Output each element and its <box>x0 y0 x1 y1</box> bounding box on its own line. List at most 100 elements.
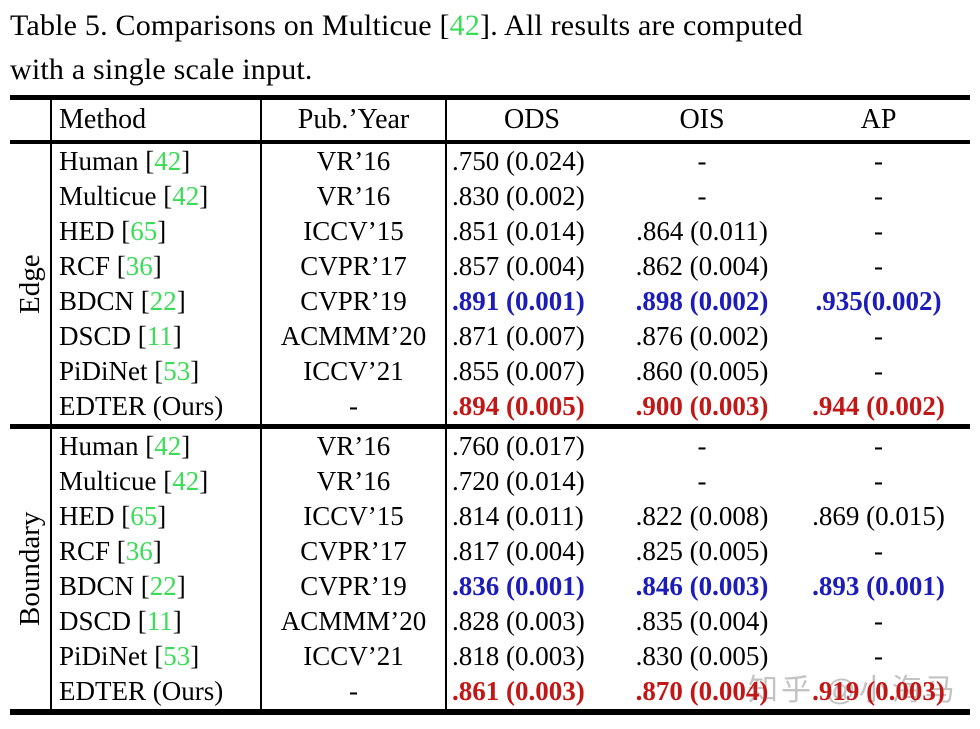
ois-cell: .876 (0.002) <box>635 321 769 351</box>
method-name: PiDiNet <box>59 641 148 671</box>
table-row: DSCD [11] ACMMM’20.871 (0.007) .876 (0.002… <box>50 319 970 354</box>
table-row: RCF [36] CVPR’17.817 (0.004) .825 (0.005) - <box>50 534 970 569</box>
method-name: Human <box>59 431 139 461</box>
method-cell: EDTER (Ours) <box>50 389 260 424</box>
citation-bracket-close: ] <box>157 501 167 531</box>
citation-bracket-close: ] <box>157 216 167 246</box>
results-table: Method Pub.’Year ODS OIS AP Edge Human [… <box>10 95 970 715</box>
pub-cell: ICCV’15 <box>260 214 445 249</box>
citation-bracket-open: [ <box>110 251 126 281</box>
header-rule <box>10 140 970 144</box>
table-row: Multicue [42] VR’16.720 (0.014) - - <box>50 464 970 499</box>
method-name: DSCD <box>59 321 132 351</box>
citation-bracket-open: [ <box>114 501 131 531</box>
method-cell: Human [42] <box>50 429 260 464</box>
ois-cell: .846 (0.003) <box>635 571 769 601</box>
header-ods: ODS <box>445 100 617 140</box>
method-cell: HED [65] <box>50 499 260 534</box>
table-row: BDCN [22] CVPR’19.836 (0.001) .846 (0.003)… <box>50 569 970 604</box>
ap-cell: - <box>874 606 883 636</box>
ods-cell: .851 (0.014) <box>445 214 617 249</box>
citation-number: 42 <box>172 466 200 496</box>
method-name: EDTER (Ours) <box>59 676 224 706</box>
header-pub-year: Pub.’Year <box>260 100 445 140</box>
pub-cell: - <box>260 389 445 424</box>
method-cell: BDCN [22] <box>50 569 260 604</box>
method-name: Multicue <box>59 181 157 211</box>
citation-bracket-close: ] <box>199 466 209 496</box>
citation-bracket-open: [ <box>131 321 147 351</box>
ods-cell: .855 (0.007) <box>445 354 617 389</box>
table-row: HED [65] ICCV’15.814 (0.011) .822 (0.008).… <box>50 499 970 534</box>
ois-cell: .898 (0.002) <box>635 286 769 316</box>
pub-cell: ACMMM’20 <box>260 319 445 354</box>
table-caption: Table 5. Comparisons on Multicue [42]. A… <box>10 4 972 92</box>
ods-cell: .836 (0.001) <box>445 569 617 604</box>
ods-cell: .817 (0.004) <box>445 534 617 569</box>
method-name: PiDiNet <box>59 356 148 386</box>
citation-number: 65 <box>130 216 158 246</box>
citation-number: 11 <box>146 321 173 351</box>
table-row: PiDiNet [53] ICCV’21.818 (0.003) .830 (0.0… <box>50 639 970 674</box>
bottom-rule <box>10 709 970 715</box>
pub-cell: VR’16 <box>260 179 445 214</box>
header-ap: AP <box>860 104 897 135</box>
ap-cell: .869 (0.015) <box>812 501 945 531</box>
ap-cell: - <box>874 356 883 386</box>
caption-citation: 42 <box>449 9 481 42</box>
ois-cell: - <box>697 431 707 461</box>
ods-cell: .750 (0.024) <box>445 144 617 179</box>
ods-cell: .830 (0.002) <box>445 179 617 214</box>
citation-number: 53 <box>163 641 191 671</box>
table-row: PiDiNet [53] ICCV’21.855 (0.007) .860 (0.0… <box>50 354 970 389</box>
citation-number: 22 <box>149 571 177 601</box>
pub-cell: ACMMM’20 <box>260 604 445 639</box>
ods-cell: .894 (0.005) <box>445 389 617 424</box>
ois-cell: .835 (0.004) <box>635 606 769 636</box>
table-row: BDCN [22] CVPR’19.891 (0.001) .898 (0.002)… <box>50 284 970 319</box>
ois-cell: - <box>697 146 707 176</box>
citation-bracket-close: ] <box>181 146 191 176</box>
pub-cell: ICCV’21 <box>260 354 445 389</box>
method-name: BDCN <box>59 286 135 316</box>
citation-number: 22 <box>149 286 177 316</box>
method-cell: EDTER (Ours) <box>50 674 260 709</box>
citation-bracket-open: [ <box>138 146 155 176</box>
method-cell: RCF [36] <box>50 534 260 569</box>
header-ois: OIS <box>679 104 725 135</box>
method-cell: DSCD [11] <box>50 604 260 639</box>
ap-cell: - <box>874 251 883 281</box>
citation-bracket-open: [ <box>138 431 155 461</box>
method-name: RCF <box>59 251 111 281</box>
ap-cell: - <box>874 146 883 176</box>
citation-number: 36 <box>125 536 153 566</box>
method-cell: DSCD [11] <box>50 319 260 354</box>
ods-cell: .814 (0.011) <box>445 499 617 534</box>
edge-rows: Human [42] VR’16.750 (0.024) - - Multicue [4… <box>50 144 970 424</box>
section-label-edge: Edge <box>14 254 46 314</box>
citation-bracket-open: [ <box>110 536 126 566</box>
ap-cell: .935(0.002) <box>815 286 942 316</box>
table-row: HED [65] ICCV’15.851 (0.014) .864 (0.011) - <box>50 214 970 249</box>
ap-cell: - <box>874 181 883 211</box>
ois-cell: .830 (0.005) <box>635 641 769 671</box>
citation-bracket-open: [ <box>147 356 164 386</box>
citation-number: 11 <box>146 606 173 636</box>
pub-cell: CVPR’19 <box>260 284 445 319</box>
ap-cell: - <box>874 321 883 351</box>
method-cell: BDCN [22] <box>50 284 260 319</box>
ods-cell: .871 (0.007) <box>445 319 617 354</box>
citation-number: 42 <box>154 431 182 461</box>
header-spacer <box>10 100 50 140</box>
caption-text-after: ]. All results are computed <box>480 9 803 42</box>
pub-cell: VR’16 <box>260 144 445 179</box>
ods-cell: .857 (0.004) <box>445 249 617 284</box>
top-rule <box>10 95 970 100</box>
section-divider-rule <box>10 424 970 429</box>
caption-text: Table 5. Comparisons on Multicue [ <box>10 9 450 42</box>
ods-cell: .760 (0.017) <box>445 429 617 464</box>
pub-cell: ICCV’15 <box>260 499 445 534</box>
ods-cell: .720 (0.014) <box>445 464 617 499</box>
ap-cell: - <box>874 431 883 461</box>
ods-cell: .818 (0.003) <box>445 639 617 674</box>
